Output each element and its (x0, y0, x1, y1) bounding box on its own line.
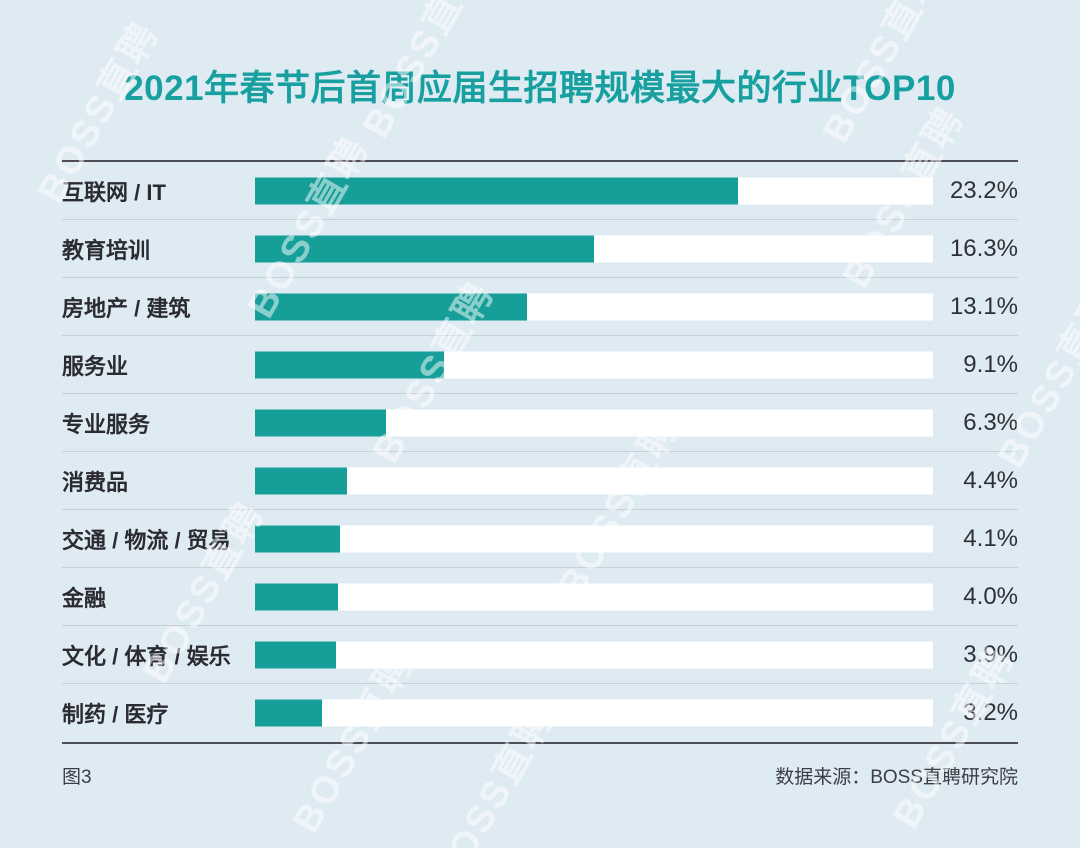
chart-row: 消费品 4.4% (62, 452, 1018, 510)
bar-fill (255, 467, 347, 494)
value-label: 4.4% (963, 466, 1018, 494)
category-label: 文化 / 体育 / 娱乐 (62, 643, 231, 669)
chart-row: 文化 / 体育 / 娱乐 3.9% (62, 626, 1018, 684)
category-label: 服务业 (62, 353, 129, 379)
bar-track (255, 641, 933, 668)
bar-fill (255, 293, 528, 320)
category-label: 金融 (62, 585, 107, 611)
bar-track (255, 235, 933, 262)
bar-fill (255, 409, 387, 436)
value-label: 16.3% (949, 234, 1018, 262)
value-label: 6.3% (963, 408, 1018, 436)
category-label: 房地产 / 建筑 (62, 295, 191, 321)
bar-fill (255, 641, 337, 668)
category-label: 教育培训 (62, 237, 151, 263)
bar-track (255, 583, 933, 610)
category-label: 互联网 / IT (62, 179, 166, 205)
chart-row: 教育培训 16.3% (62, 220, 1018, 278)
category-label: 消费品 (62, 469, 129, 495)
value-label: 9.1% (963, 350, 1018, 378)
bar-track (255, 293, 933, 320)
data-source: 数据来源：BOSS直聘研究院 (775, 767, 1018, 788)
bar-track (255, 409, 933, 436)
bar-track (255, 177, 933, 204)
bar-fill (255, 235, 594, 262)
bar-track (255, 351, 933, 378)
chart-row: 交通 / 物流 / 贸易 4.1% (62, 510, 1018, 568)
bar-track (255, 525, 933, 552)
bar-fill (255, 583, 339, 610)
chart-row: 服务业 9.1% (62, 336, 1018, 394)
chart-row: 互联网 / IT 23.2% (62, 162, 1018, 220)
bar-track (255, 467, 933, 494)
figure-label: 图3 (62, 767, 92, 788)
chart-row: 专业服务 6.3% (62, 394, 1018, 452)
category-label: 制药 / 医疗 (62, 702, 169, 727)
bar-chart: 互联网 / IT 23.2% 教育培训 16.3% 房地产 / 建筑 13.1% 服务业 9.… (62, 160, 1018, 744)
chart-row: 金融 4.0% (62, 568, 1018, 626)
bar-fill (255, 177, 738, 204)
category-label: 交通 / 物流 / 贸易 (62, 527, 231, 553)
chart-footer: 图3 数据来源：BOSS直聘研究院 (62, 762, 1018, 789)
chart-title: 2021年春节后首周应届生招聘规模最大的行业TOP10 (124, 69, 956, 108)
bar-fill (255, 699, 322, 727)
bar-fill (255, 351, 445, 378)
value-label: 4.0% (963, 582, 1018, 610)
chart-row: 房地产 / 建筑 13.1% (62, 278, 1018, 336)
category-label: 专业服务 (62, 411, 151, 437)
bar-track (255, 699, 933, 727)
value-label: 4.1% (963, 524, 1018, 552)
value-label: 3.2% (963, 699, 1018, 726)
chart-row: 制药 / 医疗 3.2% (62, 684, 1018, 742)
value-label: 3.9% (963, 640, 1018, 668)
value-label: 23.2% (949, 176, 1018, 204)
value-label: 13.1% (949, 292, 1018, 320)
bar-fill (255, 525, 341, 552)
